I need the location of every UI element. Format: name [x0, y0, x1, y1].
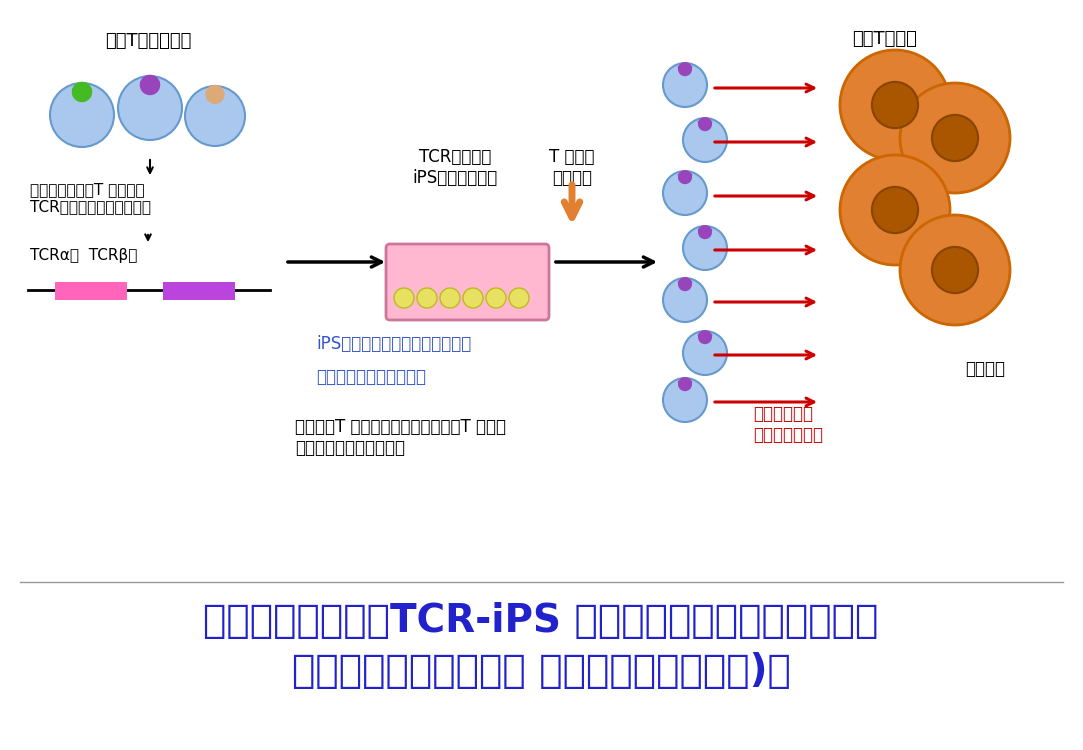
Circle shape: [900, 83, 1010, 193]
Circle shape: [185, 86, 245, 146]
Circle shape: [900, 215, 1010, 325]
Circle shape: [697, 225, 712, 239]
Circle shape: [118, 76, 182, 140]
Text: 単一の特異性
をもつ細胞集団: 単一の特異性 をもつ細胞集団: [753, 405, 823, 444]
Text: 京都大学再生研・河本 宏先生との共同研究)・: 京都大学再生研・河本 宏先生との共同研究)・: [291, 652, 791, 690]
Circle shape: [840, 155, 950, 265]
Circle shape: [683, 118, 727, 162]
Circle shape: [931, 247, 978, 293]
Text: ・がんに反応するTCR-iPS 細胞を用いたがん免疫療法・: ・がんに反応するTCR-iPS 細胞を用いたがん免疫療法・: [204, 602, 878, 640]
Circle shape: [71, 82, 92, 102]
Text: がんに反応するT 細胞から
TCR遺伝子をクローニング: がんに反応するT 細胞から TCR遺伝子をクローニング: [30, 182, 151, 214]
Text: iPS細胞段階で無限に増やせる・: iPS細胞段階で無限に増やせる・: [316, 335, 471, 353]
Circle shape: [509, 288, 529, 308]
Circle shape: [840, 50, 950, 160]
Circle shape: [663, 171, 707, 215]
Text: 成熟T細胞・: 成熟T細胞・: [852, 30, 917, 48]
Circle shape: [50, 83, 114, 147]
Circle shape: [678, 277, 692, 291]
Circle shape: [697, 117, 712, 131]
Circle shape: [683, 331, 727, 375]
Circle shape: [206, 85, 224, 104]
Text: がん細胞: がん細胞: [965, 360, 1005, 378]
Circle shape: [417, 288, 438, 308]
Circle shape: [678, 170, 692, 184]
Circle shape: [663, 63, 707, 107]
Text: TCRα鎖  TCRβ鎖: TCRα鎖 TCRβ鎖: [30, 248, 138, 263]
Circle shape: [464, 288, 483, 308]
FancyBboxPatch shape: [386, 244, 549, 320]
Circle shape: [678, 377, 692, 392]
Circle shape: [697, 330, 712, 344]
Text: 成熟T細胞集団・: 成熟T細胞集団・: [105, 32, 192, 50]
Circle shape: [663, 378, 707, 422]
Circle shape: [683, 226, 727, 270]
Text: TCR遺伝子を
iPS細胞へ導入・: TCR遺伝子を iPS細胞へ導入・: [413, 148, 497, 187]
Circle shape: [663, 278, 707, 322]
Circle shape: [872, 187, 918, 233]
Circle shape: [931, 115, 978, 161]
Bar: [164, 282, 235, 300]
Circle shape: [440, 288, 460, 308]
Circle shape: [678, 62, 692, 76]
Circle shape: [486, 288, 506, 308]
Text: もう一度T 細胞に戻すと、すべてのT 細胞が
がん細胞を攻撃できる・: もう一度T 細胞に戻すと、すべてのT 細胞が がん細胞を攻撃できる・: [295, 418, 506, 457]
Circle shape: [394, 288, 414, 308]
Bar: [55, 282, 127, 300]
Text: T 細胞へ
分化誘導: T 細胞へ 分化誘導: [549, 148, 595, 187]
Text: 遺伝子操作もしやすい・: 遺伝子操作もしやすい・: [316, 368, 426, 386]
Circle shape: [872, 82, 918, 128]
Circle shape: [140, 75, 160, 95]
